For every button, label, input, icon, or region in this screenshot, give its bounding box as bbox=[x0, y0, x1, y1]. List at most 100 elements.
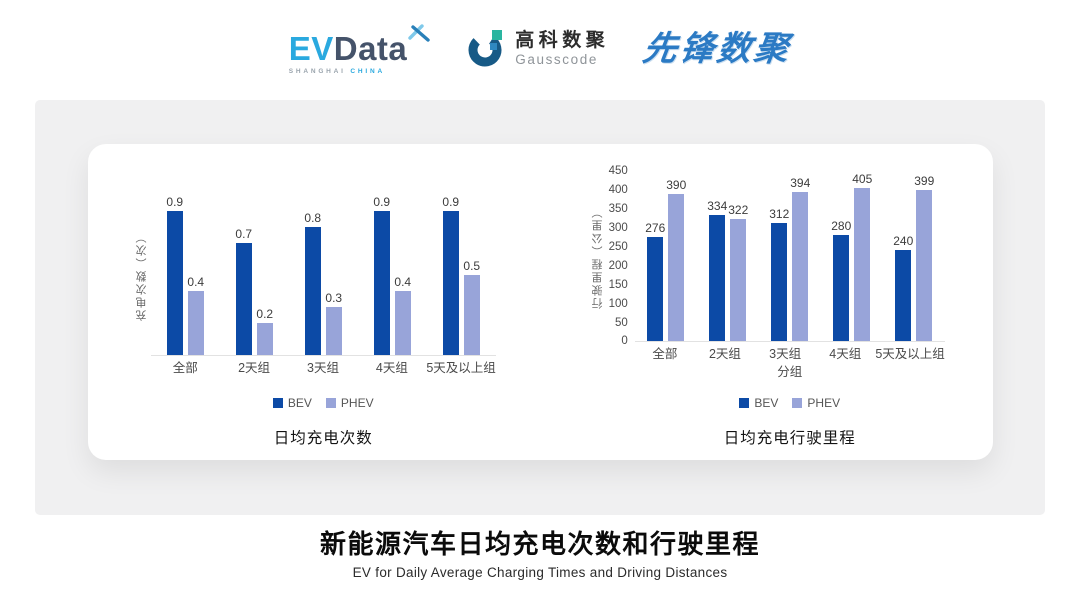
bar-value-label: 0.4 bbox=[394, 274, 412, 289]
sparkle-icon bbox=[408, 24, 430, 42]
bar-value-label: 0.3 bbox=[325, 290, 343, 305]
bar-phev bbox=[256, 323, 273, 355]
footer: 新能源汽车日均充电次数和行驶里程 EV for Daily Average Ch… bbox=[0, 529, 1080, 580]
bar-group: 0.9 0.4 bbox=[358, 195, 427, 355]
bar-value-label: 0.7 bbox=[235, 226, 253, 241]
x-axis-categories: 全部 2天组 3天组 4天组 5天及以上组 bbox=[151, 361, 496, 377]
bar-bev bbox=[709, 214, 726, 341]
bar-wrap: 0.4 bbox=[394, 274, 412, 355]
gausscode-logo: 高科数聚 Gausscode bbox=[464, 28, 609, 70]
plot-region: 276 390 334 322 312 394 280 405 240 399 bbox=[634, 144, 945, 342]
gausscode-cn-text: 高科数聚 bbox=[515, 30, 610, 52]
y-tick-label: 100 bbox=[608, 297, 628, 310]
bar-value-label: 405 bbox=[852, 171, 873, 186]
y-axis-ticks: 450 400 350 300 250 200 150 100 50 0 bbox=[607, 165, 635, 348]
category-label: 4天组 bbox=[829, 347, 862, 361]
bar-group: 280 405 bbox=[821, 171, 883, 341]
legend: BEV PHEV bbox=[739, 396, 840, 410]
bar-value-label: 0.9 bbox=[442, 194, 460, 209]
bar-value-label: 240 bbox=[893, 234, 914, 249]
legend-swatch bbox=[792, 398, 803, 408]
bar-bev bbox=[235, 243, 252, 355]
bar-group: 240 399 bbox=[883, 174, 945, 341]
category-label: 全部 bbox=[652, 347, 678, 361]
evdata-data-text: Data bbox=[333, 30, 408, 67]
legend-swatch bbox=[739, 398, 750, 408]
x-axis-title: 分组 bbox=[777, 365, 803, 379]
category-label: 2天组 bbox=[238, 361, 271, 375]
bar-group: 0.8 0.3 bbox=[289, 211, 358, 355]
legend-item: PHEV bbox=[792, 397, 840, 409]
bar-phev bbox=[730, 219, 747, 341]
chart-title: 日均充电行驶里程 bbox=[723, 430, 856, 447]
y-tick-label: 250 bbox=[608, 240, 628, 253]
legend-swatch bbox=[272, 398, 283, 408]
legend-item: BEV bbox=[272, 396, 312, 410]
bar-wrap: 334 bbox=[707, 198, 728, 341]
bar-value-label: 0.2 bbox=[256, 306, 274, 321]
background-panel: 充电次数（次） 0.9 0.4 0.7 0.2 0.8 0.3 0.9 0.4 0.9 0.5 全… bbox=[35, 100, 1045, 515]
bar-group: 0.9 0.4 bbox=[151, 194, 220, 355]
bar-group: 312 394 bbox=[759, 176, 821, 341]
category-label: 4天组 bbox=[375, 361, 408, 375]
y-tick-label: 150 bbox=[608, 278, 628, 291]
bar-group: 0.9 0.5 bbox=[427, 194, 496, 355]
bar-phev bbox=[916, 190, 933, 341]
bar-wrap: 390 bbox=[666, 178, 686, 341]
chart-card: 充电次数（次） 0.9 0.4 0.7 0.2 0.8 0.3 0.9 0.4 0.9 0.5 全… bbox=[88, 144, 993, 460]
bar-value-label: 394 bbox=[790, 176, 811, 191]
gausscode-icon bbox=[468, 30, 503, 67]
bar-wrap: 322 bbox=[728, 204, 748, 341]
bar-value-label: 399 bbox=[914, 174, 935, 189]
legend-label: PHEV bbox=[340, 396, 374, 410]
category-label: 3天组 bbox=[307, 361, 339, 375]
bar-wrap: 0.2 bbox=[256, 306, 274, 355]
category-label: 全部 bbox=[172, 361, 198, 375]
bar-wrap: 276 bbox=[645, 221, 665, 341]
bar-phev bbox=[668, 193, 685, 341]
legend-label: BEV bbox=[287, 396, 312, 410]
y-axis-label: 行驶里程（公里） bbox=[591, 205, 604, 309]
plot-area: 276 390 334 322 312 394 280 405 240 399 bbox=[634, 171, 945, 342]
x-axis-categories: 全部 2天组 3天组 4天组 5天及以上组 bbox=[635, 347, 945, 363]
legend-swatch bbox=[325, 398, 336, 408]
legend-item: PHEV bbox=[325, 396, 374, 410]
bar-phev bbox=[792, 192, 809, 341]
bar-bev bbox=[895, 250, 912, 341]
y-tick-label: 400 bbox=[608, 183, 628, 196]
bar-value-label: 0.5 bbox=[463, 258, 481, 273]
legend-item: BEV bbox=[739, 397, 778, 409]
shanghai-text: SHANGHAI bbox=[288, 68, 346, 75]
category-label: 3天组 bbox=[769, 347, 802, 361]
bar-wrap: 240 bbox=[893, 234, 914, 341]
bar-group: 334 322 bbox=[697, 198, 759, 341]
evdata-subtitle: SHANGHAI CHINA bbox=[289, 68, 431, 75]
category-label: 2天组 bbox=[708, 347, 741, 361]
bar-wrap: 0.3 bbox=[325, 290, 343, 355]
bar-wrap: 394 bbox=[790, 176, 811, 341]
bar-bev bbox=[771, 223, 788, 341]
chart-title: 日均充电次数 bbox=[273, 430, 373, 447]
category-label: 5天及以上组 bbox=[426, 361, 496, 375]
bar-value-label: 312 bbox=[769, 206, 790, 221]
bar-value-label: 0.9 bbox=[166, 194, 184, 209]
bar-value-label: 334 bbox=[707, 198, 728, 213]
category-label: 5天及以上组 bbox=[875, 347, 945, 361]
y-tick-label: 450 bbox=[608, 165, 628, 177]
bar-wrap: 280 bbox=[831, 219, 851, 341]
bar-wrap: 0.9 bbox=[373, 195, 390, 355]
gausscode-en-text: Gausscode bbox=[515, 52, 598, 68]
bar-bev bbox=[166, 211, 183, 355]
bar-wrap: 0.7 bbox=[235, 226, 253, 355]
bar-wrap: 399 bbox=[914, 174, 935, 341]
footer-subtitle: EV for Daily Average Charging Times and … bbox=[352, 565, 728, 581]
logo-bar: EV Data SHANGHAI CHINA 高科数聚 Gausscode 先锋… bbox=[0, 14, 1080, 84]
bar-phev bbox=[187, 291, 204, 355]
y-tick-label: 0 bbox=[621, 335, 628, 348]
bar-phev bbox=[394, 291, 411, 355]
bar-phev bbox=[463, 275, 480, 355]
chart-daily-driving-distance: 行驶里程（公里） 450 400 350 300 250 200 150 100 50 0 276… bbox=[541, 144, 994, 460]
bar-bev bbox=[647, 236, 664, 341]
bar-wrap: 0.8 bbox=[304, 211, 321, 355]
y-tick-label: 50 bbox=[614, 316, 628, 329]
